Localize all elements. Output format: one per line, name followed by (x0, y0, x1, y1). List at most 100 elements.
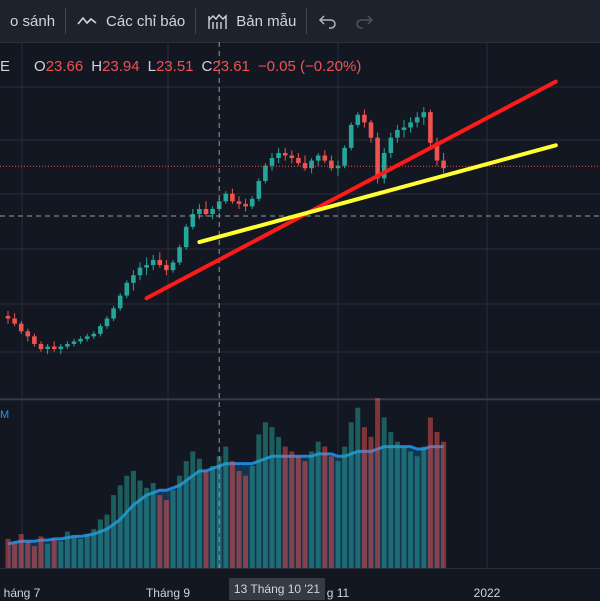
volume-bar (91, 529, 97, 568)
indicators-icon (76, 10, 98, 32)
toolbar-divider (65, 8, 67, 34)
candle-body (157, 259, 163, 266)
volume-bar (375, 398, 381, 568)
candle-body (401, 127, 407, 131)
candle-body (32, 336, 37, 344)
volume-bar (249, 466, 255, 568)
templates-button[interactable]: Bản mẫu (196, 0, 306, 42)
volume-bar (84, 534, 90, 568)
candle-body (269, 158, 275, 166)
candle-body (368, 122, 374, 138)
volume-bar (104, 514, 110, 568)
volume-bar (64, 531, 70, 568)
volume-bar (170, 490, 176, 568)
volume-bar (368, 436, 374, 568)
volume-bar (289, 451, 295, 568)
price-volume-chart[interactable] (0, 42, 600, 568)
candle-body (170, 262, 176, 271)
candle-body (315, 155, 321, 161)
volume-bar (137, 480, 143, 568)
volume-bar (309, 451, 315, 568)
candle-body (190, 214, 196, 227)
yellow-trendline (197, 143, 558, 245)
volume-bar (243, 475, 249, 568)
volume-bar (97, 519, 103, 568)
indicators-label: Các chỉ báo (106, 12, 186, 30)
volume-bar (262, 422, 268, 568)
volume-bar (25, 541, 31, 568)
volume-bar (355, 407, 361, 568)
volume-bar (295, 456, 301, 568)
toolbar-divider (195, 8, 197, 34)
crosshair-time-label: 13 Tháng 10 '21 (229, 578, 325, 600)
volume-bar (223, 446, 229, 568)
volume-bar (196, 458, 202, 568)
volume-bar (302, 461, 308, 568)
candle-body (51, 346, 57, 350)
candle-body (164, 265, 169, 271)
toolbar-divider (306, 8, 308, 34)
volume-bar (427, 417, 433, 568)
chart-toolbar: o sánh Các chỉ báo Bản mẫu (0, 0, 600, 43)
candle-body (322, 155, 328, 161)
low-value: 23.51 (155, 58, 194, 75)
volume-bar (157, 495, 163, 568)
candle-body (342, 147, 347, 166)
undo-button[interactable] (307, 0, 349, 42)
candle-body (355, 114, 361, 125)
candle-body (183, 226, 189, 248)
volume-bar (210, 466, 216, 568)
red-trendline (144, 79, 558, 301)
volume-bar (71, 536, 77, 568)
volume-bar (183, 461, 189, 568)
candle-body (150, 259, 156, 266)
time-axis-label: 2022 (473, 586, 501, 600)
candle-body (282, 152, 288, 156)
compare-button[interactable]: o sánh (0, 0, 65, 42)
candle-body (335, 165, 341, 169)
candle-body (362, 114, 367, 123)
compare-label: o sánh (10, 12, 56, 30)
candle-body (45, 346, 50, 350)
volume-bar (78, 538, 84, 568)
candle-body (243, 203, 248, 207)
candle-body (256, 180, 262, 199)
candle-body (236, 201, 242, 204)
candle-body (249, 198, 255, 207)
high-value: 23.94 (102, 58, 140, 75)
candle-body (223, 193, 229, 202)
candle-body (197, 208, 202, 215)
candle-body (375, 137, 380, 179)
volume-bar (31, 546, 37, 568)
volume-bar (177, 475, 183, 568)
volume-bar (163, 500, 169, 568)
volume-bar (124, 475, 130, 568)
redo-button[interactable] (349, 0, 385, 42)
volume-bar (408, 451, 414, 568)
volume-bar (282, 446, 288, 568)
volume-bar (315, 441, 321, 568)
volume-bar (394, 441, 400, 568)
volume-indicator-label: M (0, 409, 10, 421)
volume-bar (18, 534, 24, 568)
candle-body (309, 160, 314, 169)
volume-bar (276, 436, 282, 568)
volume-bar (203, 470, 209, 568)
close-value: 23.61 (212, 58, 250, 75)
symbol-name: E (0, 58, 11, 75)
candle-body (408, 122, 413, 128)
indicators-button[interactable]: Các chỉ báo (66, 0, 195, 42)
volume-bar (401, 446, 407, 568)
templates-label: Bản mẫu (236, 12, 297, 30)
volume-bar (236, 470, 242, 568)
candle-body (25, 331, 31, 337)
candle-body (18, 323, 24, 332)
candle-body (289, 155, 295, 159)
candle-body (329, 160, 334, 169)
time-axis-label: Tháng 9 (145, 586, 191, 600)
candle-body (434, 142, 440, 161)
volume-bar (38, 536, 44, 568)
candle-body (395, 130, 400, 138)
templates-icon (206, 10, 228, 32)
candle-body (98, 326, 103, 334)
